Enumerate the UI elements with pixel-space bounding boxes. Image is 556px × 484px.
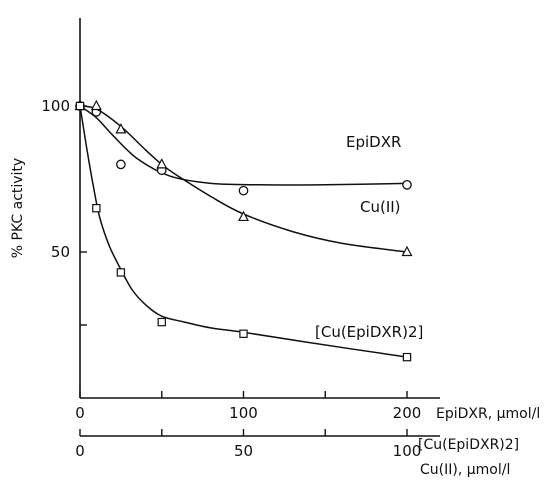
data-point-triangle	[156, 158, 168, 169]
x-axis-label-epidxr: EpiDXR, µmol/l	[436, 406, 540, 422]
x-tick-label: 100	[393, 442, 422, 460]
series-line	[79, 105, 408, 186]
x-tick-label: 0	[75, 404, 85, 422]
y-tick-label: 100	[41, 97, 70, 115]
series-label: Cu(II)	[360, 198, 401, 216]
data-point-square	[239, 329, 248, 338]
x-tick-label: 0	[75, 442, 85, 460]
data-point-square	[157, 317, 166, 327]
series-circle: EpiDXR	[75, 101, 412, 196]
data-point-square	[75, 101, 85, 111]
data-point-circle	[238, 185, 249, 196]
series-line	[79, 105, 408, 253]
data-point-circle	[402, 179, 412, 190]
data-point-circle	[116, 159, 126, 170]
data-point-triangle	[401, 245, 413, 257]
data-point-triangle	[238, 210, 249, 222]
series-label: [Cu(EpiDXR)2]	[315, 323, 423, 341]
x-axis-epidxr: 0 100 200 EpiDXR, µmol/l	[75, 391, 540, 422]
x-tick-label: 200	[393, 404, 422, 422]
y-tick-label: 50	[51, 243, 70, 261]
y-axis: 50 100	[41, 18, 87, 398]
series-triangle: Cu(II)	[74, 99, 413, 257]
x-tick-label: 100	[229, 404, 258, 422]
data-point-square	[92, 204, 101, 213]
x-axis-label-cu-complex: [Cu(EpiDXR)2]	[418, 437, 519, 453]
x-axis-cu: 0 50 100 [Cu(EpiDXR)2] Cu(II), µmol/l	[75, 429, 519, 478]
data-point-triangle	[90, 99, 102, 111]
x-tick-label: 50	[234, 442, 253, 460]
series-group: EpiDXR Cu(II) [Cu(EpiDXR)2]	[74, 99, 423, 362]
y-axis-label: % PKC activity	[10, 158, 26, 258]
series-square: [Cu(EpiDXR)2]	[75, 101, 423, 362]
data-point-square	[402, 352, 412, 362]
data-point-triangle	[115, 123, 127, 134]
data-point-square	[116, 268, 126, 277]
x-axis-label-cu-ii: Cu(II), µmol/l	[420, 462, 510, 478]
series-label: EpiDXR	[346, 133, 401, 151]
